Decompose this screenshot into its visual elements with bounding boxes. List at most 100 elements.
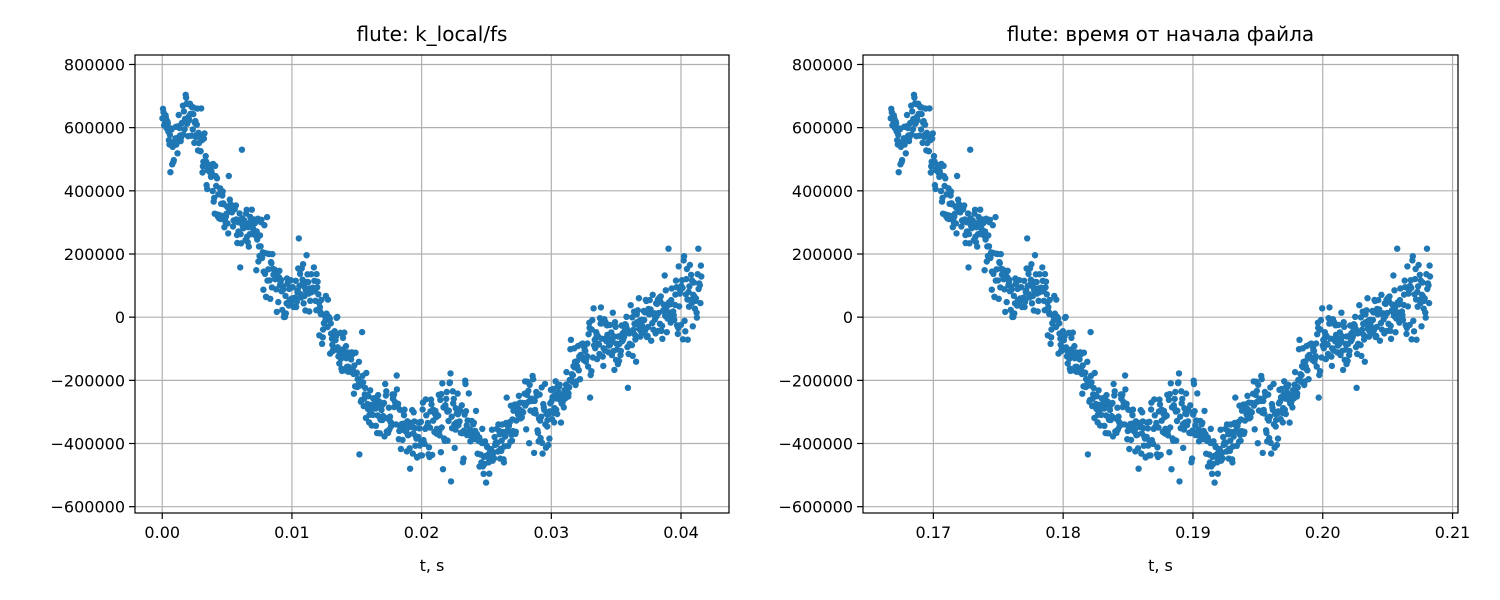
chart-left-data-point [693, 309, 700, 316]
chart-right-data-point [1229, 459, 1236, 466]
chart-left-data-point [419, 406, 426, 413]
chart-left-data-point [437, 449, 445, 456]
chart-left-data-point [399, 436, 406, 444]
chart-left-y-tick-label: −600000 [51, 498, 125, 517]
chart-right-data-point [898, 156, 906, 164]
chart-left-data-point [282, 310, 290, 317]
chart-right-data-point [1267, 439, 1274, 447]
chart-left-data-point [537, 434, 544, 442]
chart-right-data-point [1408, 284, 1415, 292]
chart-right-data-point [1191, 408, 1198, 415]
chart-right-data-point [1387, 322, 1394, 330]
chart-right-data-point [1326, 304, 1333, 311]
chart-left-data-point [586, 394, 594, 401]
chart-left-data-point [397, 445, 405, 453]
chart-right-data-point [1190, 380, 1198, 388]
chart-right-data-point [1006, 276, 1013, 283]
chart-left-data-point [687, 271, 695, 278]
chart-left-data-point [583, 353, 591, 360]
chart-left-data-point [225, 172, 232, 180]
chart-left-data-point [356, 451, 363, 458]
chart-right-data-point [1135, 465, 1142, 472]
chart-left-data-point [426, 424, 434, 431]
chart-right-data-point [1138, 450, 1145, 457]
chart-right-data-point [1357, 314, 1365, 321]
chart-left-data-point [500, 459, 508, 466]
chart-left-data-point [308, 271, 315, 278]
chart-left-data-point [531, 397, 538, 405]
chart-left-data-point [293, 303, 300, 311]
chart-right-data-point [966, 240, 973, 247]
chart-left-data-point [620, 333, 628, 341]
chart-right-data-point [1285, 381, 1292, 388]
chart-right-data-point [1185, 407, 1192, 414]
chart-left-data-point [415, 433, 422, 441]
chart-right-data-point [1201, 407, 1208, 415]
chart-right-data-point [1001, 286, 1008, 293]
chart-right-data-point [1008, 286, 1015, 293]
chart-left-data-point [243, 206, 250, 213]
chart-left-data-point [358, 328, 366, 336]
chart-left-data-point [260, 286, 267, 293]
chart-left-data-point [237, 264, 244, 271]
chart-left-data-point [417, 418, 425, 425]
chart-right-data-point [1364, 295, 1371, 302]
chart-left-data-point [465, 390, 472, 397]
chart-right-data-point [1059, 328, 1067, 335]
chart-right-data-point [1010, 292, 1018, 300]
chart-left-data-point [597, 304, 605, 311]
chart-right-data-point [1080, 349, 1088, 356]
chart-left-data-point [606, 321, 613, 329]
chart-right-data-point [947, 188, 955, 195]
chart-left-data-point [280, 286, 287, 293]
chart-right-data-point [1278, 385, 1285, 393]
chart-left-data-point [526, 381, 533, 388]
chart-left-data-point [604, 334, 612, 341]
chart-right-data-point [1061, 333, 1068, 340]
chart-right-data-point [981, 267, 988, 274]
chart-right-data-point [1244, 392, 1251, 399]
chart-left-data-point [612, 323, 619, 330]
chart-right-data-point [1282, 410, 1290, 418]
chart-left-data-point [292, 277, 299, 284]
chart-left-data-point [361, 384, 369, 392]
chart-left-x-tick-label: 0.03 [534, 523, 570, 542]
chart-left-data-point [331, 328, 338, 335]
chart-left-data-point [374, 391, 382, 399]
chart-right-data-point [1151, 412, 1159, 419]
chart-right-data-point [1109, 399, 1116, 407]
chart-left-data-point [641, 316, 648, 324]
chart-right-data-point [1087, 328, 1094, 336]
chart-right-data-point [1406, 321, 1413, 329]
chart-right-data-point [1079, 390, 1086, 397]
chart-right-data-point [1079, 362, 1087, 369]
chart-right-data-point [1353, 384, 1360, 391]
chart-right-data-point [1403, 330, 1410, 338]
chart-left-data-point [295, 235, 302, 242]
chart-left-data-point [350, 390, 358, 397]
chart-left-data-point [382, 380, 389, 388]
chart-left-data-point [190, 110, 197, 118]
chart-left-data-point [491, 433, 498, 441]
chart-right-data-point [1296, 336, 1303, 343]
chart-right-data-point [953, 172, 961, 180]
chart-right-data-point [1123, 400, 1130, 407]
chart-right-y-tick-label: 0 [843, 308, 853, 327]
chart-right-data-point [902, 150, 909, 157]
chart-right-data-point [1188, 455, 1196, 462]
chart-left-data-point [314, 284, 321, 291]
chart-left-data-point [406, 465, 414, 472]
chart-left-y-tick-label: 0 [115, 308, 125, 327]
chart-left-data-point [567, 336, 575, 343]
chart-right-data-point [1328, 362, 1336, 370]
chart-right-data-point [1147, 406, 1155, 413]
chart-left-data-point [490, 455, 498, 462]
chart-left-data-point [697, 262, 705, 269]
chart-right-data-point [1268, 450, 1275, 457]
chart-right-data-point [1048, 334, 1055, 341]
chart-left-data-point [418, 452, 426, 459]
chart-left-data-point [406, 445, 413, 452]
chart-left-data-point [644, 332, 651, 340]
chart-right-data-point [1047, 340, 1054, 347]
chart-left-data-point [266, 277, 273, 284]
